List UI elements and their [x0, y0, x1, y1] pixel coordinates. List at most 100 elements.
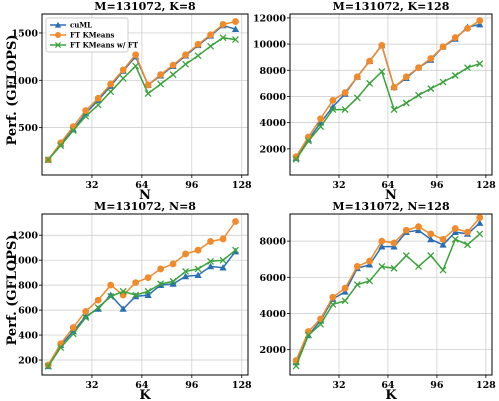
series-line: [295, 233, 481, 367]
y-tick-label: 6000: [260, 92, 287, 103]
data-point: [169, 61, 177, 69]
data-point: [44, 362, 52, 370]
x-tick-label: 32: [85, 380, 98, 391]
data-point: [427, 235, 435, 243]
data-point: [292, 362, 300, 370]
data-point: [232, 18, 239, 25]
data-point: [402, 99, 410, 107]
series-line: [295, 217, 481, 361]
data-point: [219, 21, 227, 28]
data-point: [182, 250, 189, 258]
data-point: [107, 292, 115, 300]
data-point: [439, 78, 447, 86]
data-point: [439, 235, 447, 243]
data-point: [144, 90, 152, 98]
legend-item: cuML: [50, 21, 92, 30]
data-point: [476, 230, 484, 238]
data-point: [169, 71, 177, 79]
data-point: [353, 94, 361, 102]
y-tick-label: 1200: [12, 231, 39, 242]
data-point: [341, 106, 349, 114]
data-point: [476, 20, 484, 28]
data-point: [219, 264, 227, 271]
data-point: [366, 79, 374, 87]
data-point: [82, 312, 90, 320]
data-point: [232, 246, 239, 254]
data-point: [44, 156, 52, 164]
data-point: [169, 277, 177, 285]
panel-title: M=131072, N=8: [94, 200, 196, 213]
x-tick-label: 64: [381, 180, 395, 191]
x-axis-label: K: [385, 388, 397, 401]
data-point: [317, 320, 325, 328]
data-point: [292, 155, 300, 163]
x-tick-label: 32: [332, 180, 345, 191]
panel-1: M=131072, K=832 64 96 128N50010001500cuMLFT…: [12, 0, 253, 203]
series-ft-kmeans-w-ft: [292, 60, 484, 163]
data-point: [451, 34, 459, 41]
y-tick-label: 2000: [260, 345, 287, 356]
data-point: [82, 314, 90, 322]
y-axis-label-top: Perf. (GFLOPS): [5, 35, 20, 146]
data-point: [207, 42, 215, 50]
data-point: [329, 106, 337, 114]
data-point: [94, 304, 102, 312]
data-point: [157, 280, 165, 288]
panel-title: M=131072, N=128: [332, 200, 450, 213]
legend-label: cuML: [70, 21, 92, 30]
data-point: [464, 228, 471, 236]
x-tick-label: 32: [332, 380, 345, 391]
data-point: [94, 101, 102, 109]
x-tick-label: 128: [476, 180, 496, 191]
data-point: [476, 214, 484, 222]
data-point: [415, 64, 422, 72]
x-tick-label: 96: [430, 180, 444, 191]
data-point: [451, 72, 459, 79]
data-point: [194, 40, 202, 48]
data-point: [232, 218, 239, 225]
legend-marker: [55, 32, 61, 38]
y-tick-label: 600: [18, 306, 38, 317]
y-tick-label: 8000: [260, 237, 287, 248]
data-point: [69, 127, 77, 134]
data-point: [144, 291, 152, 299]
data-point: [157, 265, 165, 273]
y-axis-label-bottom: Perf. (GFLOPS): [5, 235, 20, 346]
data-point: [82, 307, 90, 315]
data-point: [194, 271, 202, 279]
panel-title: M=131072, K=128: [333, 0, 450, 13]
data-point: [439, 43, 447, 51]
data-point: [317, 123, 325, 131]
data-point: [219, 256, 227, 264]
data-point: [464, 241, 471, 249]
data-point: [157, 71, 165, 79]
data-point: [119, 287, 127, 295]
series-line: [295, 222, 481, 363]
legend-marker: [54, 21, 62, 28]
panel-title: M=131072, K=8: [94, 0, 196, 13]
y-tick-label: 400: [18, 331, 38, 342]
data-point: [169, 280, 177, 287]
x-tick-label: 128: [232, 180, 252, 191]
data-point: [107, 88, 115, 96]
data-point: [378, 242, 386, 250]
series-ft-kmeans-w-ft: [44, 34, 239, 164]
data-point: [144, 274, 152, 282]
x-tick-label: 64: [135, 380, 149, 391]
y-tick-label: 2000: [260, 144, 287, 155]
data-point: [69, 330, 77, 338]
series-line: [295, 19, 481, 158]
data-point: [341, 297, 349, 305]
y-tick-label: 1500: [12, 28, 39, 39]
series-ft-kmeans: [292, 17, 484, 161]
legend-marker: [54, 41, 62, 49]
data-point: [353, 263, 361, 270]
data-point: [341, 284, 349, 292]
y-tick-label: 8000: [260, 66, 287, 77]
data-point: [107, 80, 115, 88]
x-tick-label: 96: [430, 380, 444, 391]
data-point: [194, 246, 202, 254]
data-point: [341, 89, 349, 96]
data-point: [194, 52, 202, 60]
